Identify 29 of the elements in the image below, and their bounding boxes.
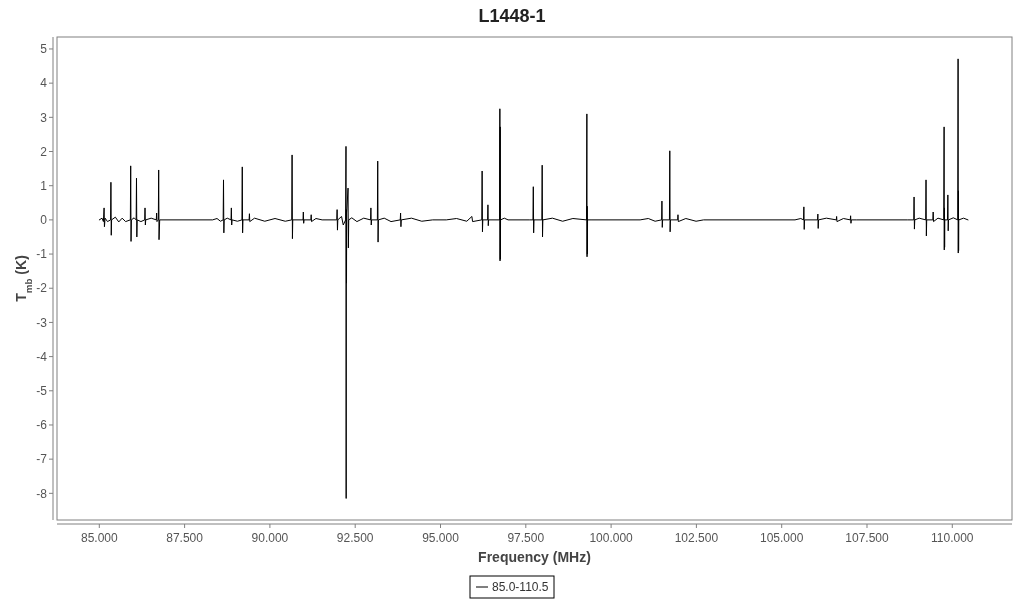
x-tick-label: 90.000 — [251, 531, 289, 545]
x-tick-label: 110.000 — [931, 531, 974, 545]
y-tick-label: -1 — [36, 247, 48, 262]
y-tick-label: 5 — [40, 42, 48, 57]
x-tick-label: 100.000 — [589, 531, 634, 545]
y-tick-label: 4 — [40, 76, 48, 91]
line-series — [98, 58, 969, 499]
y-tick-label: -3 — [36, 315, 48, 330]
y-tick-label: -6 — [36, 418, 48, 433]
y-tick-label: -5 — [36, 383, 48, 398]
x-axis-title: Frequency (MHz) — [478, 549, 591, 565]
y-tick-label: 3 — [40, 110, 48, 125]
y-tick-label: 2 — [40, 144, 48, 159]
y-tick-label: -2 — [36, 281, 48, 296]
x-tick-label: 102.500 — [674, 531, 719, 545]
x-tick-label: 87.500 — [166, 531, 204, 545]
legend-label: 85.0-110.5 — [492, 580, 549, 595]
x-tick-label: 105.000 — [760, 531, 804, 545]
x-tick-label: 92.500 — [336, 531, 374, 545]
y-tick-label: 1 — [40, 178, 48, 193]
x-tick-label: 95.000 — [422, 531, 460, 545]
y-tick-label: -8 — [36, 486, 48, 501]
x-tick-label: 97.500 — [507, 531, 545, 545]
chart-title: L1448-1 — [478, 6, 546, 26]
x-tick-label: 85.000 — [80, 531, 118, 545]
y-tick-label: 0 — [40, 213, 48, 228]
y-tick-label: -4 — [36, 349, 48, 364]
y-tick-label: -7 — [36, 452, 48, 467]
x-tick-label: 107.500 — [845, 531, 889, 545]
